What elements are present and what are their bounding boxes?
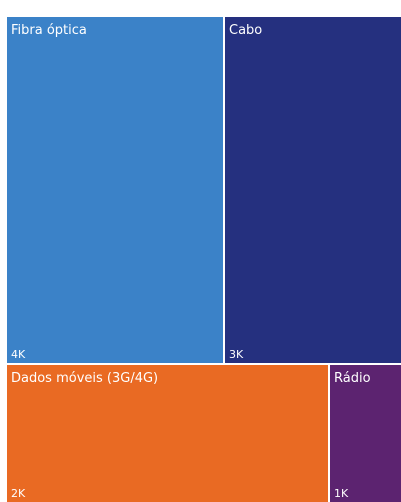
tile-label: Dados móveis (3G/4G)	[11, 371, 159, 386]
tile-value: 2K	[11, 487, 26, 500]
tile-cabo[interactable]: Cabo 3K	[225, 17, 401, 363]
tile-value: 4K	[11, 348, 26, 361]
tile-radio[interactable]: Rádio 1K	[330, 365, 401, 502]
tile-dados-moveis[interactable]: Dados móveis (3G/4G) 2K	[7, 365, 328, 502]
tile-fibra-optica[interactable]: Fibra óptica 4K	[7, 17, 223, 363]
tile-value: 3K	[229, 348, 244, 361]
tile-label: Cabo	[229, 23, 263, 38]
tile-value: 1K	[334, 487, 349, 500]
tile-label: Rádio	[334, 371, 371, 386]
tile-label: Fibra óptica	[11, 23, 87, 38]
